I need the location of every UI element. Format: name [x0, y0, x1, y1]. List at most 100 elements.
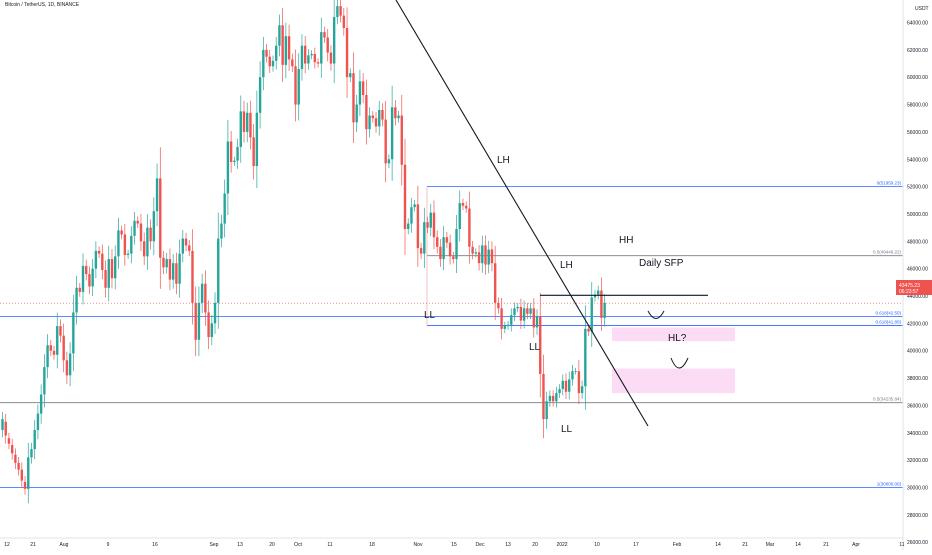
candle-body — [81, 265, 85, 292]
candle-body — [471, 246, 474, 254]
candle-body — [175, 263, 178, 284]
candles-layer — [1, 0, 606, 504]
candle-body — [123, 234, 127, 255]
y-tick-label: 36000.00 — [907, 403, 928, 409]
y-tick-label: 52000.00 — [907, 185, 928, 191]
candle-body — [191, 250, 194, 303]
candle-body — [297, 69, 300, 105]
candle-body — [52, 350, 56, 355]
candle-body — [571, 371, 574, 380]
x-tick-label: 11 — [327, 542, 332, 548]
candle-body — [336, 6, 339, 18]
candle-body — [56, 326, 59, 355]
zones-layer — [612, 327, 735, 394]
demand-zone-lower — [612, 368, 735, 394]
candle-body — [303, 45, 307, 64]
x-tick-label: Feb — [673, 542, 682, 548]
candle-body — [352, 73, 355, 123]
y-tick-label: 26000.00 — [907, 540, 928, 546]
candle-body — [522, 308, 526, 321]
price-unit: USDT — [915, 6, 929, 12]
y-tick-label: 30000.00 — [907, 485, 928, 491]
y-tick-label: 42000.00 — [907, 321, 928, 327]
candle-body — [445, 237, 449, 243]
y-tick-label: 64000.00 — [907, 21, 928, 27]
label-lh-mid: LH — [560, 260, 573, 271]
candle-body — [439, 246, 442, 260]
candle-body — [526, 308, 529, 314]
candle-body — [374, 118, 378, 127]
candle-body — [59, 326, 62, 336]
label-ll-dec: LL — [424, 310, 436, 321]
candle-body — [384, 119, 387, 164]
x-tick-label: Aug — [60, 542, 69, 548]
candle-body — [72, 312, 75, 354]
candle-body — [262, 49, 265, 78]
candle-body — [490, 249, 494, 264]
candle-body — [564, 380, 568, 392]
candle-body — [432, 212, 436, 238]
candle-body — [429, 212, 432, 228]
x-tick-label: Dec — [476, 542, 485, 548]
candle-body — [275, 45, 278, 61]
candle-body — [503, 326, 507, 329]
label-hl-question: HL? — [668, 333, 687, 344]
candle-body — [584, 328, 587, 387]
candle-body — [162, 257, 165, 268]
candle-body — [593, 294, 597, 298]
candle-body — [365, 94, 368, 130]
y-tick-label: 32000.00 — [907, 458, 928, 464]
label-ll-jan: LL — [529, 342, 541, 353]
candle-body — [252, 137, 255, 167]
candle-body — [14, 454, 17, 463]
candle-body — [168, 259, 172, 280]
candle-body — [455, 229, 458, 260]
candle-body — [226, 141, 230, 194]
levels-layer: 0.5(49446.22) 0(51959.23) 0.5(34235.84) 1(3… — [0, 181, 903, 488]
candle-body — [229, 141, 233, 162]
y-tick-label: 54000.00 — [907, 157, 928, 163]
y-tick-label: 34000.00 — [907, 431, 928, 437]
candle-body — [426, 222, 429, 228]
candle-body — [101, 253, 104, 271]
candle-body — [94, 250, 98, 269]
candle-body — [126, 253, 130, 255]
candle-body — [551, 395, 555, 402]
candle-body — [506, 324, 510, 327]
candle-body — [493, 263, 497, 303]
candle-body — [558, 389, 561, 394]
candle-body — [271, 60, 275, 67]
candle-body — [114, 256, 117, 279]
curve-marker-lower — [670, 357, 689, 369]
candle-body — [400, 115, 403, 165]
curve-marker-upper — [647, 310, 665, 319]
candle-body — [149, 227, 152, 242]
x-tick-label: Oct — [294, 542, 302, 548]
current-price-value: 43475.23 — [899, 283, 920, 289]
candle-body — [178, 253, 181, 284]
candle-body — [555, 393, 558, 402]
candle-body — [23, 481, 27, 489]
candle-body — [407, 223, 410, 230]
drawings-layer — [395, 0, 708, 427]
candle-body — [233, 160, 236, 162]
x-tick-label: Mar — [766, 542, 775, 548]
candle-body — [468, 208, 471, 247]
candle-body — [345, 27, 349, 78]
candle-body — [381, 110, 384, 120]
price-axis-panel — [903, 0, 932, 550]
candle-body — [7, 438, 11, 444]
candle-body — [371, 115, 374, 119]
candle-body — [574, 371, 577, 373]
candle-body — [133, 220, 136, 236]
level-label: 0.618(42.50) — [875, 311, 901, 316]
y-tick-label: 48000.00 — [907, 239, 928, 245]
label-ll-bottom: LL — [561, 424, 573, 435]
candle-body — [500, 308, 503, 329]
candle-body — [323, 32, 326, 38]
candle-body — [436, 237, 439, 247]
candle-body — [461, 203, 465, 206]
candle-body — [600, 290, 603, 318]
